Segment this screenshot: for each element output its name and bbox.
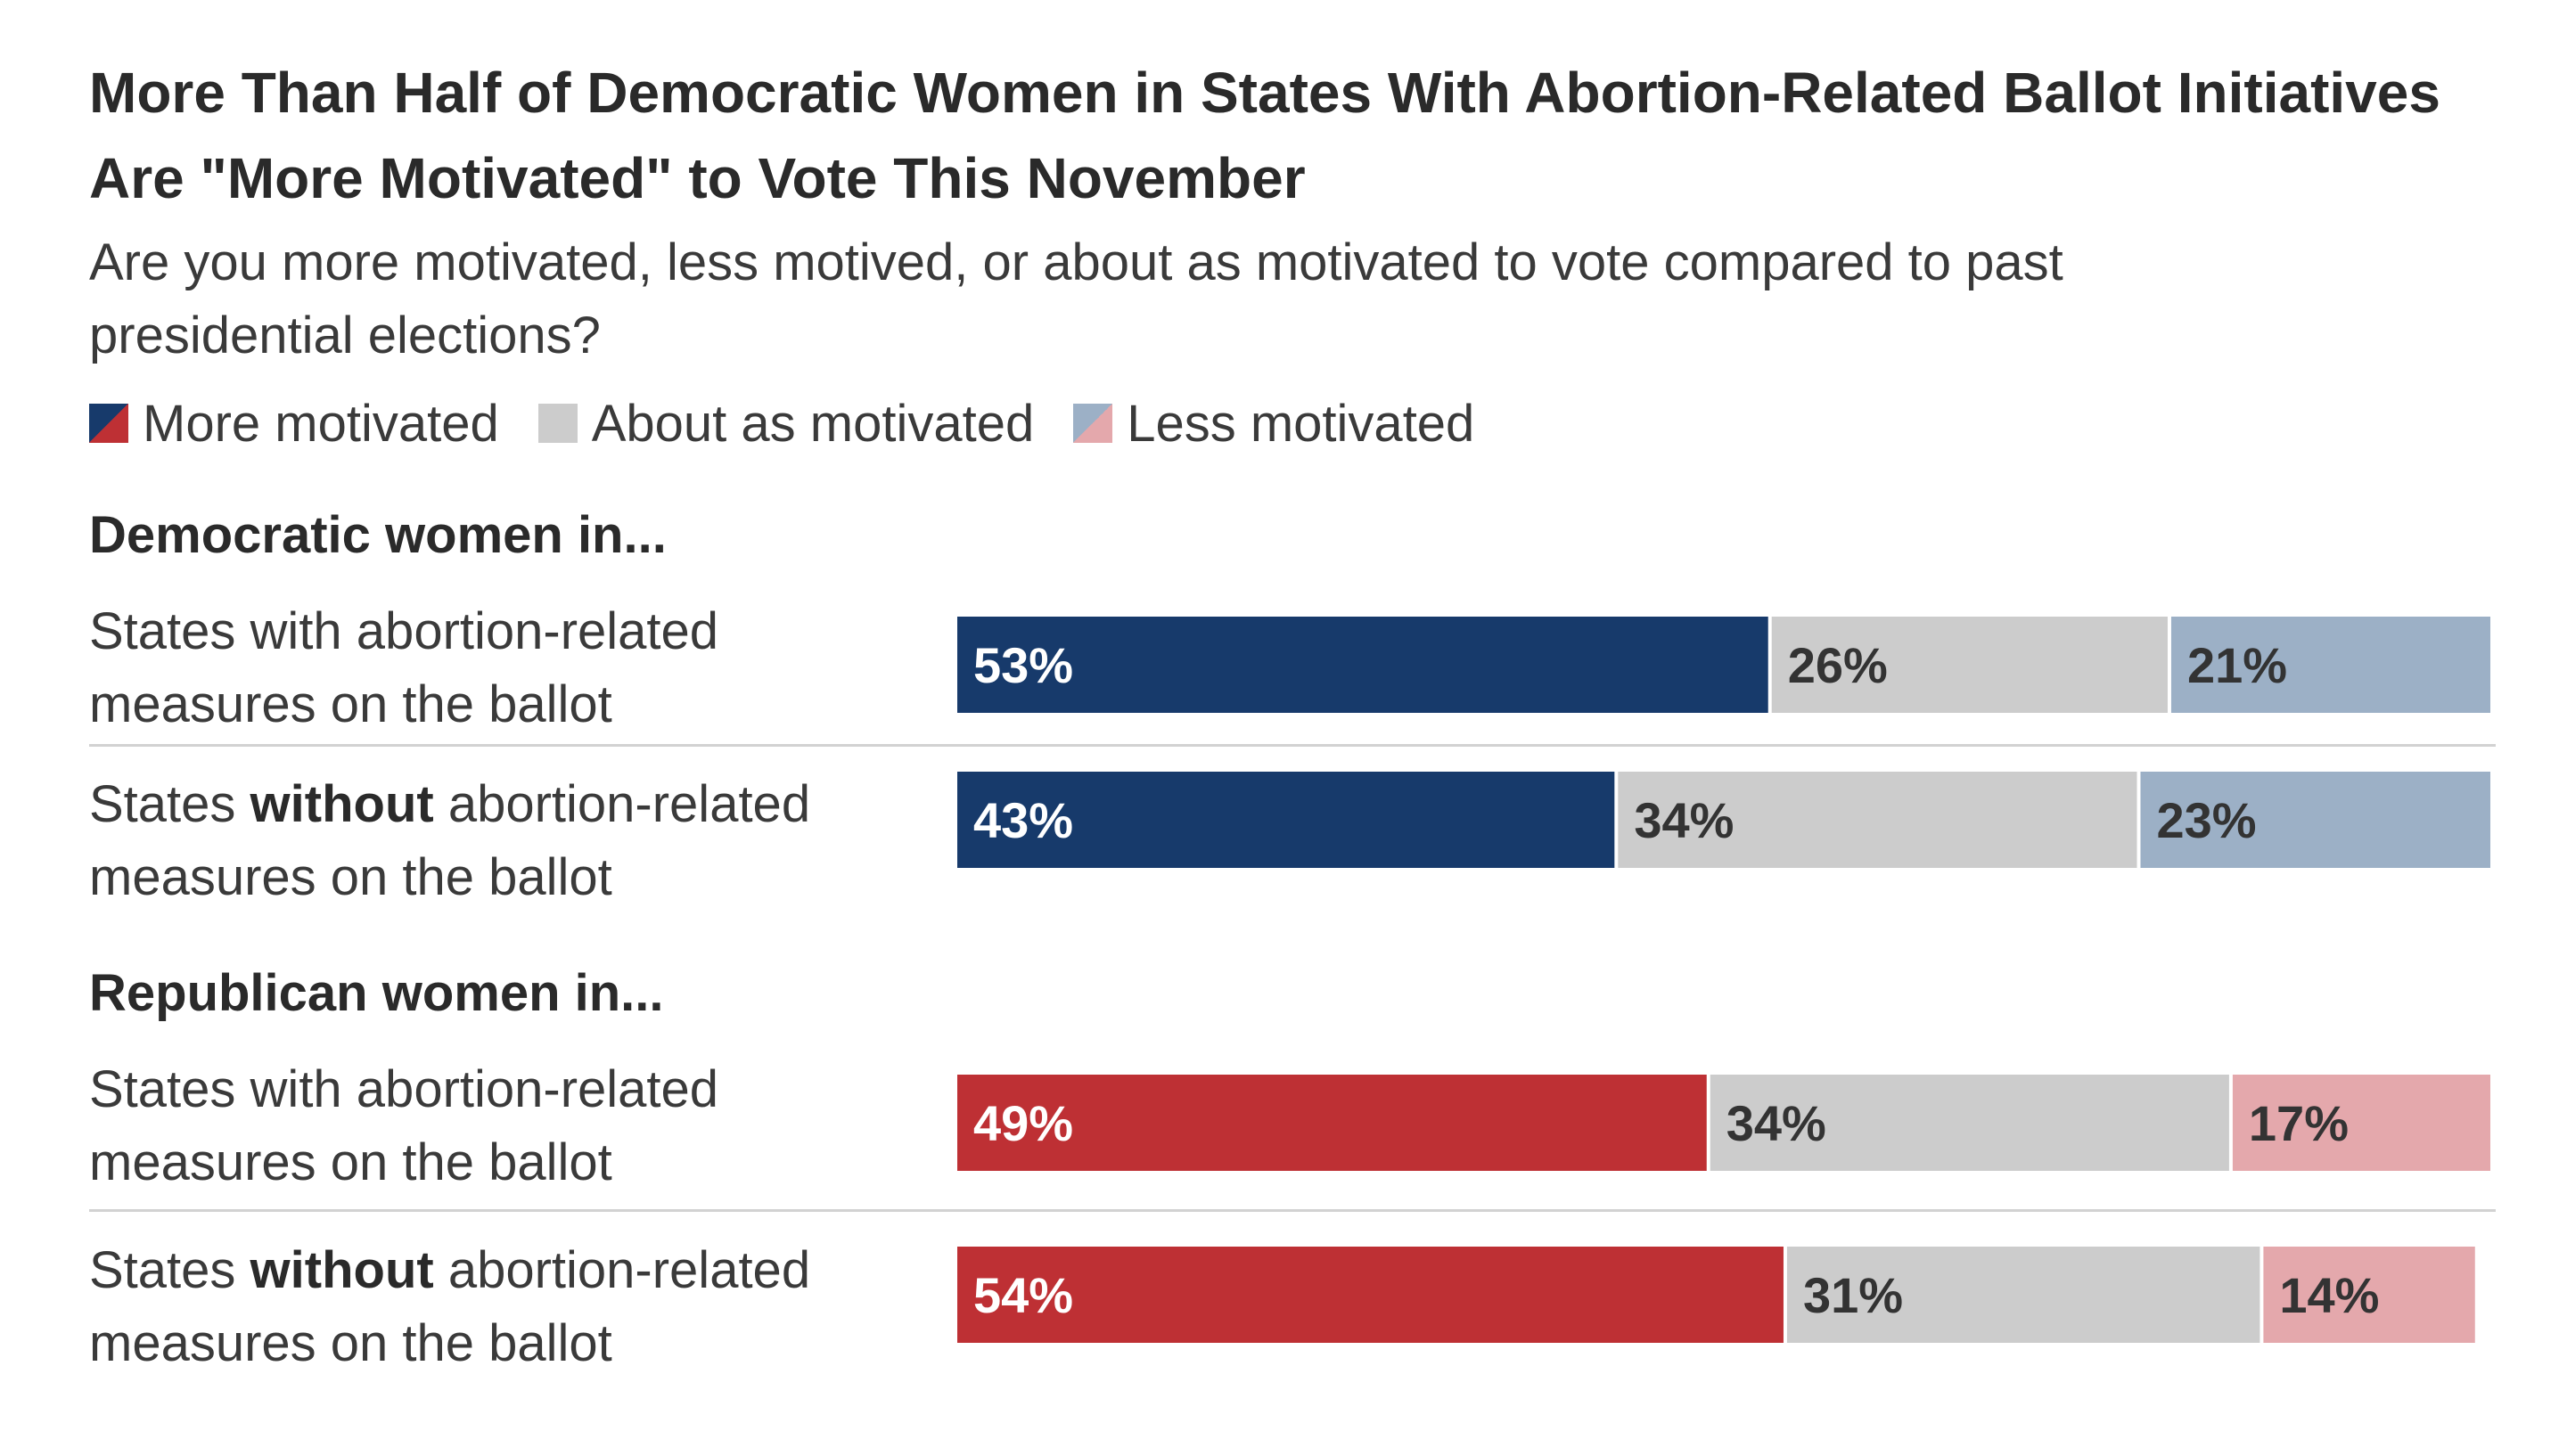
row-label-dem-without: States without abortion-related measures…: [89, 768, 945, 914]
legend-label-about: About as motivated: [591, 394, 1035, 453]
chart-title: More Than Half of Democratic Women in St…: [89, 61, 2440, 210]
row-label-pre: States: [89, 775, 250, 833]
bar-segment-dem-row1-more: [957, 617, 1768, 713]
bar-segment-rep-row1-more: [957, 1075, 1707, 1171]
bar-segment-dem-row2-less: [2140, 772, 2490, 868]
row-label-line2: measures on the ballot: [89, 1314, 612, 1372]
bar-segment-dem-row2-more: [957, 772, 1615, 868]
bar-segment-rep-row2-more: [957, 1247, 1784, 1343]
data-label-dem-row1-about: 26%: [1788, 637, 1888, 693]
bar-segment-dem-row2-about: [1618, 772, 2137, 868]
bar-segment-dem-row1-about: [1771, 617, 2168, 713]
row-divider: [89, 744, 2496, 747]
data-label-dem-row1-less: 21%: [2187, 637, 2287, 693]
legend-label-less: Less motivated: [1127, 394, 1475, 453]
data-label-rep-row2-more: 54%: [973, 1267, 1073, 1323]
data-label-rep-row1-more: 49%: [973, 1095, 1073, 1151]
group-label-democratic: Democratic women in...: [89, 506, 667, 564]
row-label-post: abortion-related: [433, 775, 811, 833]
data-label-rep-row2-less: 14%: [2279, 1267, 2379, 1323]
legend-item-about: About as motivated: [537, 394, 1035, 454]
row-label-rep-without: States without abortion-related measures…: [89, 1234, 945, 1380]
data-label-rep-row1-about: 34%: [1726, 1095, 1826, 1151]
bar-segment-rep-row1-about: [1710, 1075, 2229, 1171]
row-label-line1: States with abortion-related: [89, 602, 719, 660]
group-label-republican: Republican women in...: [89, 964, 664, 1022]
bar-segment-rep-row2-about: [1786, 1247, 2260, 1343]
row-label-post: abortion-related: [433, 1241, 811, 1299]
row-label-line2: measures on the ballot: [89, 1133, 612, 1191]
row-label-bold: without: [250, 775, 434, 833]
data-label-dem-row2-less: 23%: [2156, 792, 2256, 848]
data-label-rep-row2-about: 31%: [1803, 1267, 1903, 1323]
legend-item-more: More motivated: [89, 394, 499, 454]
row-label-line1: States with abortion-related: [89, 1060, 719, 1118]
data-label-rep-row1-less: 17%: [2249, 1095, 2349, 1151]
row-label-line2: measures on the ballot: [89, 675, 612, 733]
bar-segment-dem-row1-less: [2170, 617, 2490, 713]
legend-swatch-about: [537, 404, 578, 443]
row-label-rep-with: States with abortion-related measures on…: [89, 1053, 945, 1199]
bar-segment-rep-row1-less: [2232, 1075, 2490, 1171]
legend: More motivated About as motivated Less m…: [89, 392, 1513, 454]
legend-item-less: Less motivated: [1073, 394, 1474, 454]
row-divider: [89, 1209, 2496, 1212]
bar-segment-rep-row2-less: [2263, 1247, 2475, 1343]
data-label-dem-row1-more: 53%: [973, 637, 1073, 693]
legend-swatch-more: [89, 404, 128, 443]
legend-swatch-less: [1073, 404, 1113, 443]
row-label-bold: without: [250, 1241, 434, 1299]
row-label-dem-with: States with abortion-related measures on…: [89, 595, 945, 741]
row-label-pre: States: [89, 1241, 250, 1299]
data-label-dem-row2-more: 43%: [973, 792, 1073, 848]
row-label-line2: measures on the ballot: [89, 848, 612, 906]
chart-subtitle: Are you more motivated, less motived, or…: [89, 233, 2063, 364]
data-label-dem-row2-about: 34%: [1634, 792, 1734, 848]
legend-label-more: More motivated: [143, 394, 499, 453]
